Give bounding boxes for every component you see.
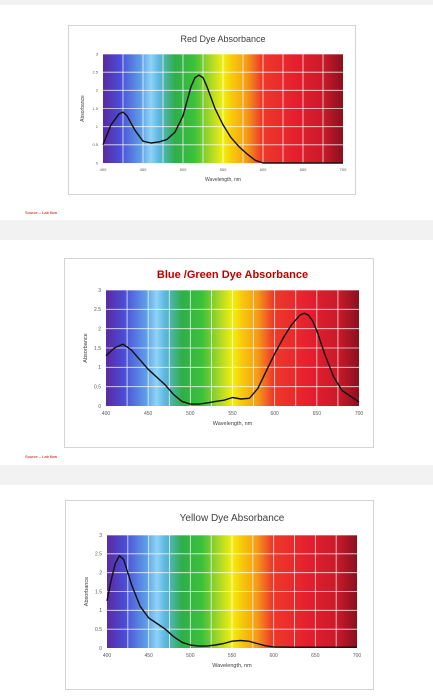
x-axis-label: Wavelength, nm [213, 421, 253, 427]
y-tick-label: 3 [99, 533, 102, 539]
y-tick-label: 2 [96, 88, 99, 93]
x-tick-label: 450 [144, 653, 153, 659]
x-tick-label: 550 [228, 653, 237, 659]
absorbance-curve [102, 74, 343, 164]
x-tick-label: 550 [220, 167, 227, 172]
y-tick-label: 0 [98, 404, 101, 410]
y-tick-label: 1 [98, 365, 101, 371]
y-tick-label: 0 [99, 646, 102, 652]
chart-title: Yellow Dye Absorbance [180, 513, 285, 524]
x-tick-label: 500 [186, 411, 195, 417]
y-tick-label: 0.5 [94, 384, 101, 390]
absorbance-curve [106, 555, 357, 648]
x-tick-label: 500 [180, 167, 187, 172]
x-axis-label: Wavelength, nm [212, 663, 252, 669]
blue-green-dye-absorbance-chart: 0 0.5 1 1.5 2 2.5 3 400 450 500 550 600 650 700 Blue /… [83, 269, 364, 427]
y-tick-label: 2.5 [95, 552, 102, 558]
x-tick-label: 500 [186, 653, 195, 659]
chart-card-yellow-dye: 0 0.5 1 1.5 2 2.5 3 400 450 500 550 600 650 700 Yellow… [65, 500, 374, 690]
x-tick-label: 700 [353, 653, 362, 659]
x-tick-label: 650 [300, 167, 307, 172]
x-tick-label: 400 [102, 411, 111, 417]
x-tick-label: 400 [100, 167, 107, 172]
source-label: Source – Lab flow [25, 210, 58, 215]
y-tick-label: 0 [96, 160, 99, 165]
x-tick-label: 600 [270, 411, 279, 417]
x-tick-label: 400 [103, 653, 112, 659]
chart-title: Red Dye Absorbance [180, 34, 265, 44]
y-axis-label: Absorbance [83, 333, 89, 362]
source-label: Source – Lab flow [25, 454, 58, 459]
y-tick-label: 1.5 [95, 589, 102, 595]
y-tick-label: 0.5 [95, 627, 102, 633]
absorbance-curve [105, 312, 360, 405]
chart-title: Blue /Green Dye Absorbance [157, 269, 308, 281]
y-tick-label: 2 [98, 326, 101, 332]
chart-card-blue-green-dye: 0 0.5 1 1.5 2 2.5 3 400 450 500 550 600 650 700 Blue /… [64, 258, 374, 448]
y-tick-label: 0.5 [92, 142, 98, 147]
x-tick-label: 650 [311, 653, 320, 659]
x-tick-label: 650 [313, 411, 322, 417]
y-axis-label: Absorbance [84, 577, 90, 606]
x-tick-label: 700 [340, 167, 347, 172]
y-tick-label: 2.5 [94, 307, 101, 313]
y-tick-label: 1 [99, 608, 102, 614]
y-tick-label: 1.5 [94, 346, 101, 352]
red-dye-absorbance-chart: 0 0.5 1 1.5 2 2.5 3 400 450 500 550 600 650 700 Red Dy… [80, 34, 347, 183]
x-axis-label: Wavelength, nm [205, 177, 241, 183]
x-tick-label: 600 [269, 653, 278, 659]
y-tick-label: 1.5 [92, 106, 98, 111]
y-tick-label: 2.5 [92, 70, 98, 75]
x-tick-label: 600 [260, 167, 267, 172]
y-axis-label: Absorbance [80, 95, 86, 122]
yellow-dye-absorbance-chart: 0 0.5 1 1.5 2 2.5 3 400 450 500 550 600 650 700 Yellow… [84, 513, 362, 669]
y-tick-label: 1 [96, 124, 99, 129]
x-tick-label: 450 [144, 411, 153, 417]
y-tick-label: 3 [96, 51, 99, 56]
x-tick-label: 700 [355, 411, 364, 417]
x-tick-label: 450 [140, 167, 147, 172]
y-tick-label: 2 [99, 570, 102, 576]
y-tick-label: 3 [98, 288, 101, 294]
x-tick-label: 550 [228, 411, 237, 417]
chart-card-red-dye: 0 0.5 1 1.5 2 2.5 3 400 450 500 550 600 650 700 Red Dy… [68, 25, 356, 195]
